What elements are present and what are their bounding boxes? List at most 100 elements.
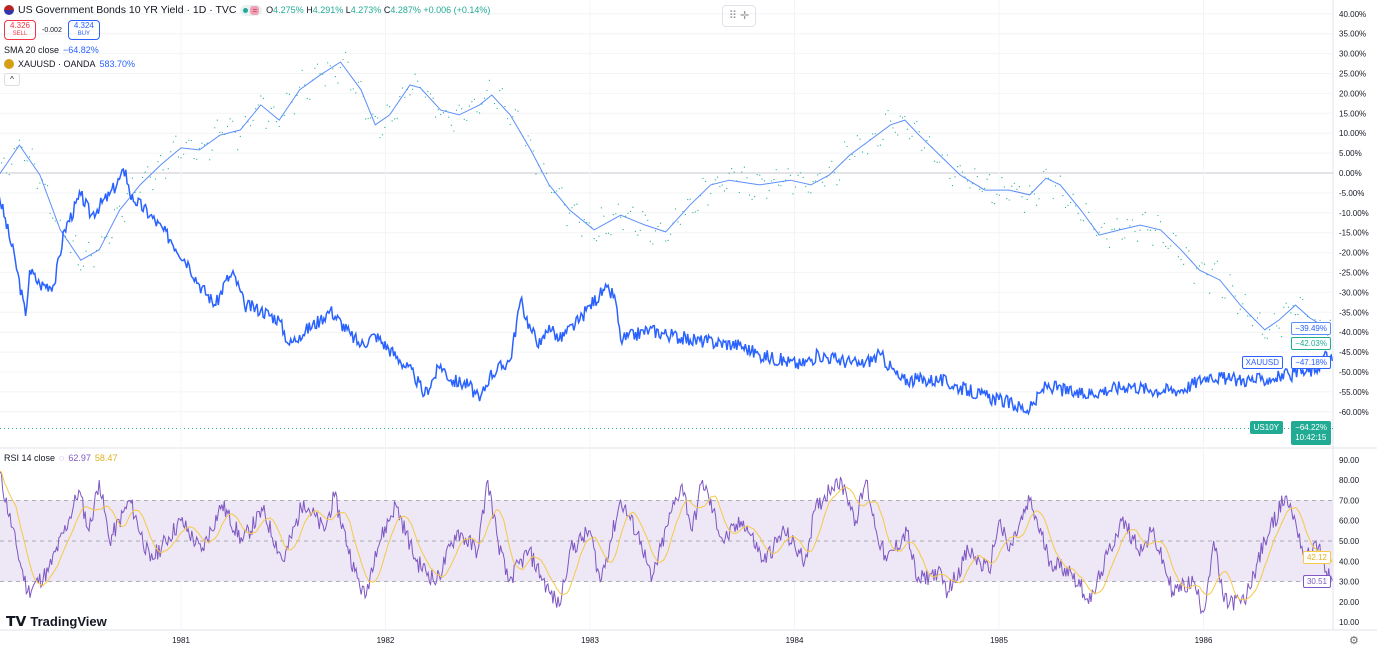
us10y-price-dot [1059,175,1061,177]
us10y-price-dot [6,172,8,174]
x-tick-label: 1985 [990,636,1008,645]
us10y-tag: US10Y [1249,421,1283,434]
us10y-price-dot [581,235,583,237]
last-price-label: −42.03% [1291,337,1331,350]
us10y-price-dot [337,82,339,84]
us10y-price-dot [892,127,894,129]
us10y-price-dot [288,93,290,95]
us10y-price-dot [1175,235,1177,237]
us10y-price-dot [884,113,887,115]
us10y-price-dot [496,107,498,110]
us10y-price-dot [1302,298,1304,301]
tradingview-logo[interactable]: 𝗧𝗩 TradingView [6,613,107,629]
us10y-price-dot [1280,336,1283,338]
y-tick-label: -20.00% [1339,249,1369,258]
market-status[interactable]: = [240,4,263,16]
us10y-price-dot [72,240,74,242]
us10y-price-dot [821,181,823,183]
sma-legend[interactable]: SMA 20 close −64.82% [4,45,99,55]
us10y-price-dot [759,174,761,176]
us10y-price-dot [440,113,442,116]
y-tick-label: 15.00% [1339,109,1366,118]
rsi-legend[interactable]: RSI 14 close ◌ 62.97 58.47 [4,453,118,463]
us10y-price-dot [687,198,689,201]
us10y-price-dot [301,69,303,71]
us10y-price-dot [632,206,634,208]
us10y-price-dot [90,255,92,257]
us10y-price-dot [185,141,187,144]
us10y-price-dot [1080,219,1082,221]
us10y-price-dot [738,191,740,194]
us10y-price-dot [800,172,802,174]
us10y-price-dot [659,222,662,224]
buy-button[interactable]: 4.324 BUY [67,20,100,40]
compare-legend[interactable]: XAUUSD · OANDA 583.70% [4,57,490,71]
us10y-price-dot [856,135,858,137]
us10y-price-dot [334,76,336,78]
us10y-price-dot [1139,229,1141,231]
us10y-price-dot [404,96,406,99]
us10y-price-dot [113,209,116,211]
us10y-price-dot [946,154,948,156]
y-tick-label: 40.00% [1339,10,1366,19]
crosshair-tool-icon[interactable]: ⠿ ✛ [722,5,756,27]
collapse-legend-button[interactable]: ^ [4,73,20,86]
us10y-price-dot [578,221,580,223]
us10y-price-dot [126,193,128,195]
us10y-price-dot [121,215,123,218]
us10y-price-dot [149,176,151,178]
us10y-price-dot [44,183,46,185]
us10y-price-dot [979,188,981,190]
us10y-price-dot [573,204,576,206]
y-tick-label: 20.00% [1339,89,1366,98]
us10y-price-dot [743,166,745,168]
us10y-price-dot [196,158,198,160]
us10y-price-dot [244,116,247,118]
us10y-price-dot [901,117,904,119]
us10y-price-dot [1119,228,1121,230]
us10y-price-dot [1159,221,1162,223]
us10y-price-dot [583,218,585,221]
us10y-price-dot [1001,177,1003,179]
symbol-title[interactable]: US Government Bonds 10 YR Yield · 1D · T… [18,4,237,16]
us10y-price-dot [684,213,686,216]
us10y-price-dot [911,135,913,137]
us10y-price-dot [203,144,206,146]
us10y-price-dot [201,142,203,144]
us10y-price-dot [949,177,951,180]
us10y-price-dot [872,133,874,135]
us10y-price-dot [1106,238,1108,240]
us10y-price-dot [1147,229,1149,231]
us10y-price-dot [792,193,794,195]
rsi-label: 30.51 [1302,575,1331,588]
us10y-price-dot [746,177,748,179]
us10y-price-dot [381,134,384,136]
sell-button[interactable]: 4.326 SELL [4,20,36,40]
us10y-price-dot [471,101,473,103]
us10y-price-dot [26,160,28,162]
us10y-price-dot [620,216,622,218]
y-tick-label: -40.00% [1339,328,1369,337]
us10y-price-dot [11,163,13,165]
us10y-price-dot [324,85,326,87]
us10y-price-dot [612,214,615,216]
us10y-price-dot [3,157,5,159]
us10y-price-dot [556,190,558,192]
sma-line [0,61,1331,331]
us10y-price-dot [812,180,814,183]
us10y-price-dot [355,92,357,94]
us10y-price-dot [275,121,278,123]
y-tick-label: -15.00% [1339,229,1369,238]
us-flag-icon [4,5,14,15]
us10y-price-dot [993,203,996,205]
us10y-price-label: −64.22% 10:42:15 [1291,421,1331,445]
us10y-price-dot [928,136,931,138]
us10y-price-dot [824,185,826,187]
us10y-price-dot [797,174,799,177]
settings-gear-icon[interactable]: ⚙ [1349,635,1359,647]
us10y-price-dot [887,109,889,112]
us10y-price-dot [828,166,830,168]
us10y-price-dot [265,127,267,129]
us10y-price-dot [432,97,434,99]
